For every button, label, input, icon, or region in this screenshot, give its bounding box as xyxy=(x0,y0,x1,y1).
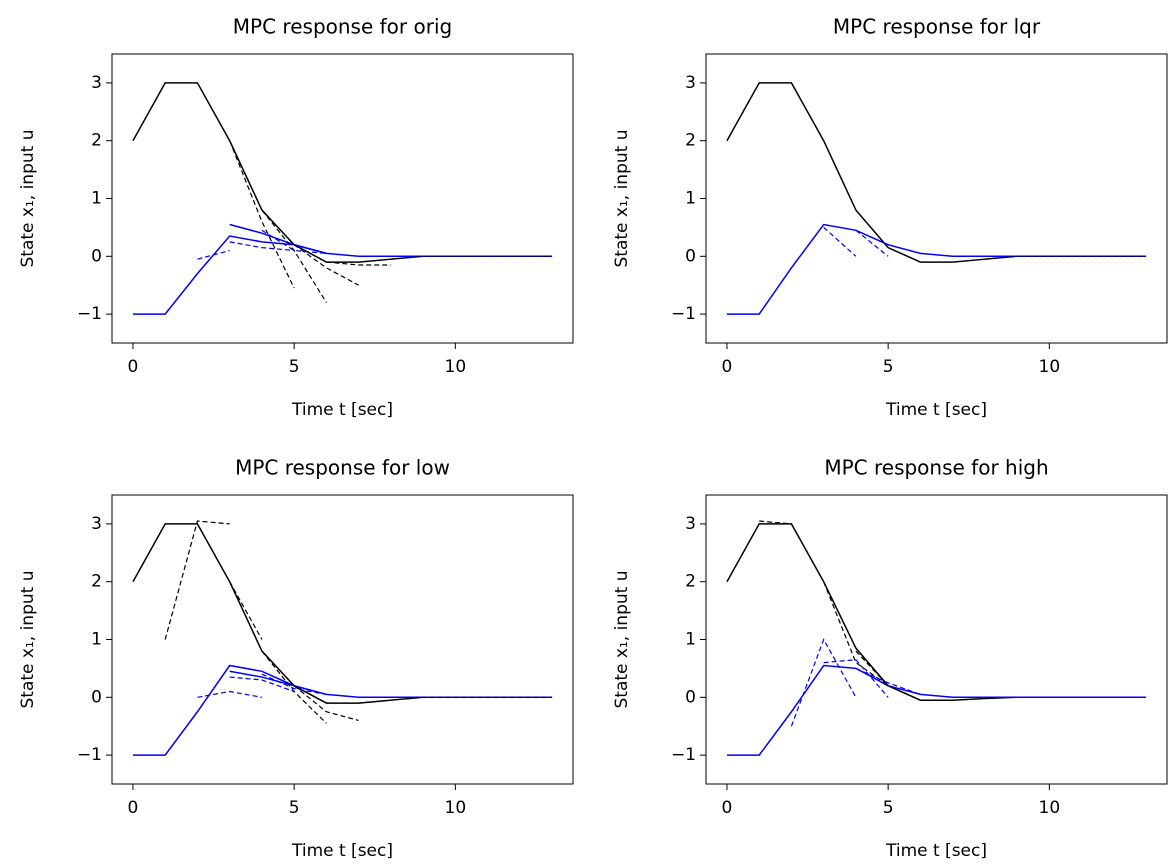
y-tick-label: −1 xyxy=(671,745,696,765)
prediction-line xyxy=(390,255,553,260)
y-tick-label: 0 xyxy=(91,687,102,707)
x-tick-label: 10 xyxy=(445,798,467,818)
chart-title: MPC response for orig xyxy=(233,15,452,39)
y-tick-label: 0 xyxy=(685,246,696,266)
prediction-line xyxy=(984,255,1147,260)
chart-title: MPC response for low xyxy=(235,456,450,480)
prediction-line xyxy=(229,676,295,693)
y-tick-label: 2 xyxy=(91,131,102,151)
y-tick-label: 3 xyxy=(685,514,696,534)
x-tick-label: 5 xyxy=(289,798,300,818)
y-tick-label: 0 xyxy=(685,687,696,707)
x-axis-label: Time t [sec] xyxy=(885,841,987,861)
prediction-line xyxy=(855,667,921,695)
y-tick-label: −1 xyxy=(77,745,102,765)
response-line xyxy=(229,670,295,687)
x-axis-label: Time t [sec] xyxy=(885,400,987,420)
y-tick-label: 2 xyxy=(91,572,102,592)
x-tick-label: 0 xyxy=(722,798,733,818)
prediction-line xyxy=(229,140,295,289)
prediction-line xyxy=(326,696,553,704)
x-tick-label: 5 xyxy=(883,798,894,818)
axes-frame xyxy=(111,494,574,785)
y-tick-label: 1 xyxy=(91,630,102,650)
y-tick-label: 1 xyxy=(685,630,696,650)
y-tick-label: 0 xyxy=(91,246,102,266)
y-tick-label: −1 xyxy=(77,304,102,324)
y-axis-label: State x₁, input u xyxy=(612,571,632,709)
y-tick-label: 1 xyxy=(685,189,696,209)
prediction-line xyxy=(229,241,295,252)
prediction-line xyxy=(823,659,889,698)
response-line xyxy=(229,223,327,255)
response-line xyxy=(726,82,1147,263)
x-axis-label: Time t [sec] xyxy=(291,841,393,861)
prediction-line xyxy=(790,638,857,727)
prediction-line xyxy=(855,229,889,257)
x-tick-label: 10 xyxy=(1039,798,1061,818)
response-line xyxy=(132,523,553,704)
y-tick-label: 3 xyxy=(91,73,102,93)
response-line xyxy=(132,82,553,263)
x-tick-label: 0 xyxy=(128,357,139,377)
response-line xyxy=(132,664,553,756)
prediction-line xyxy=(823,226,857,257)
x-tick-label: 10 xyxy=(445,357,467,377)
prediction-line xyxy=(293,244,359,286)
x-tick-label: 0 xyxy=(128,798,139,818)
prediction-line xyxy=(164,520,230,640)
prediction-line xyxy=(823,581,889,687)
response-line xyxy=(726,664,1147,756)
response-line xyxy=(726,523,1147,701)
x-tick-label: 5 xyxy=(883,357,894,377)
y-tick-label: −1 xyxy=(671,304,696,324)
prediction-line xyxy=(759,520,792,525)
response-line xyxy=(132,235,553,315)
prediction-line xyxy=(197,690,263,698)
axes-frame xyxy=(705,53,1168,344)
x-tick-label: 10 xyxy=(1039,357,1061,377)
prediction-line xyxy=(261,229,327,255)
prediction-line xyxy=(197,249,230,260)
y-tick-label: 1 xyxy=(91,189,102,209)
prediction-line xyxy=(261,673,327,696)
y-axis-label: State x₁, input u xyxy=(612,130,632,268)
chart-title: MPC response for lqr xyxy=(833,15,1041,39)
response-line xyxy=(726,223,1147,315)
prediction-line xyxy=(293,685,359,721)
axes-frame xyxy=(111,53,574,344)
x-axis-label: Time t [sec] xyxy=(291,400,393,420)
prediction-line xyxy=(326,261,391,266)
chart-title: MPC response for high xyxy=(824,456,1048,480)
y-tick-label: 3 xyxy=(91,514,102,534)
y-tick-label: 3 xyxy=(685,73,696,93)
prediction-line xyxy=(229,581,263,640)
axes-frame xyxy=(705,494,1168,785)
x-tick-label: 5 xyxy=(289,357,300,377)
y-axis-label: State x₁, input u xyxy=(18,571,38,709)
y-tick-label: 2 xyxy=(685,572,696,592)
y-tick-label: 2 xyxy=(685,131,696,151)
y-axis-label: State x₁, input u xyxy=(18,130,38,268)
x-tick-label: 0 xyxy=(722,357,733,377)
